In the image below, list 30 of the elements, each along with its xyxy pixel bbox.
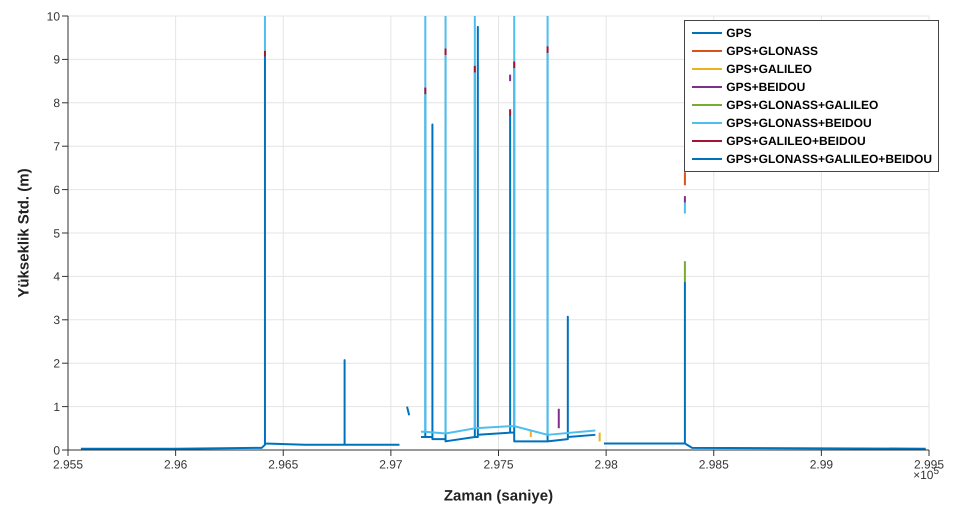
y-axis-title: Yükseklik Std. (m) (15, 168, 32, 298)
x-tick-label: 2.965 (268, 458, 299, 472)
y-tick-label: 7 (53, 139, 60, 154)
y-tick-label: 0 (53, 443, 60, 458)
x-tick-label: 2.975 (483, 458, 514, 472)
legend-label: GPS+BEIDOU (726, 79, 806, 96)
y-tick-label: 4 (53, 270, 60, 284)
x-tick-label: 2.985 (698, 458, 730, 472)
x-tick-label: 2.99 (810, 458, 834, 472)
legend-label: GPS+GLONASS+BEIDOU (726, 115, 872, 132)
y-tick-label: 2 (53, 356, 60, 370)
x-tick-label: 2.98 (594, 458, 618, 472)
y-tick-label: 10 (46, 9, 60, 24)
legend-label: GPS+GLONASS (726, 43, 818, 60)
y-tick-label: 9 (53, 52, 60, 67)
line-series (602, 282, 927, 450)
y-tick-label: 1 (53, 400, 60, 414)
x-tick-label: 2.97 (379, 458, 403, 472)
legend-label: GPS+GLONASS+GALILEO+BEIDOU (726, 151, 932, 168)
x-tick-label: 2.96 (164, 458, 188, 472)
legend-label: GPS (726, 25, 752, 42)
x-tick-label: 2.955 (52, 458, 84, 472)
y-tick-label: 5 (53, 226, 60, 240)
y-tick-label: 3 (53, 313, 60, 328)
legend-label: GPS+GLONASS+GALILEO (726, 97, 878, 114)
x-axis-title: Zaman (saniye) (444, 488, 554, 505)
y-tick-label: 8 (53, 96, 60, 110)
legend-label: GPS+GALILEO+BEIDOU (726, 133, 866, 150)
legend-label: GPS+GALILEO (726, 61, 812, 78)
y-tick-label: 6 (53, 182, 60, 197)
